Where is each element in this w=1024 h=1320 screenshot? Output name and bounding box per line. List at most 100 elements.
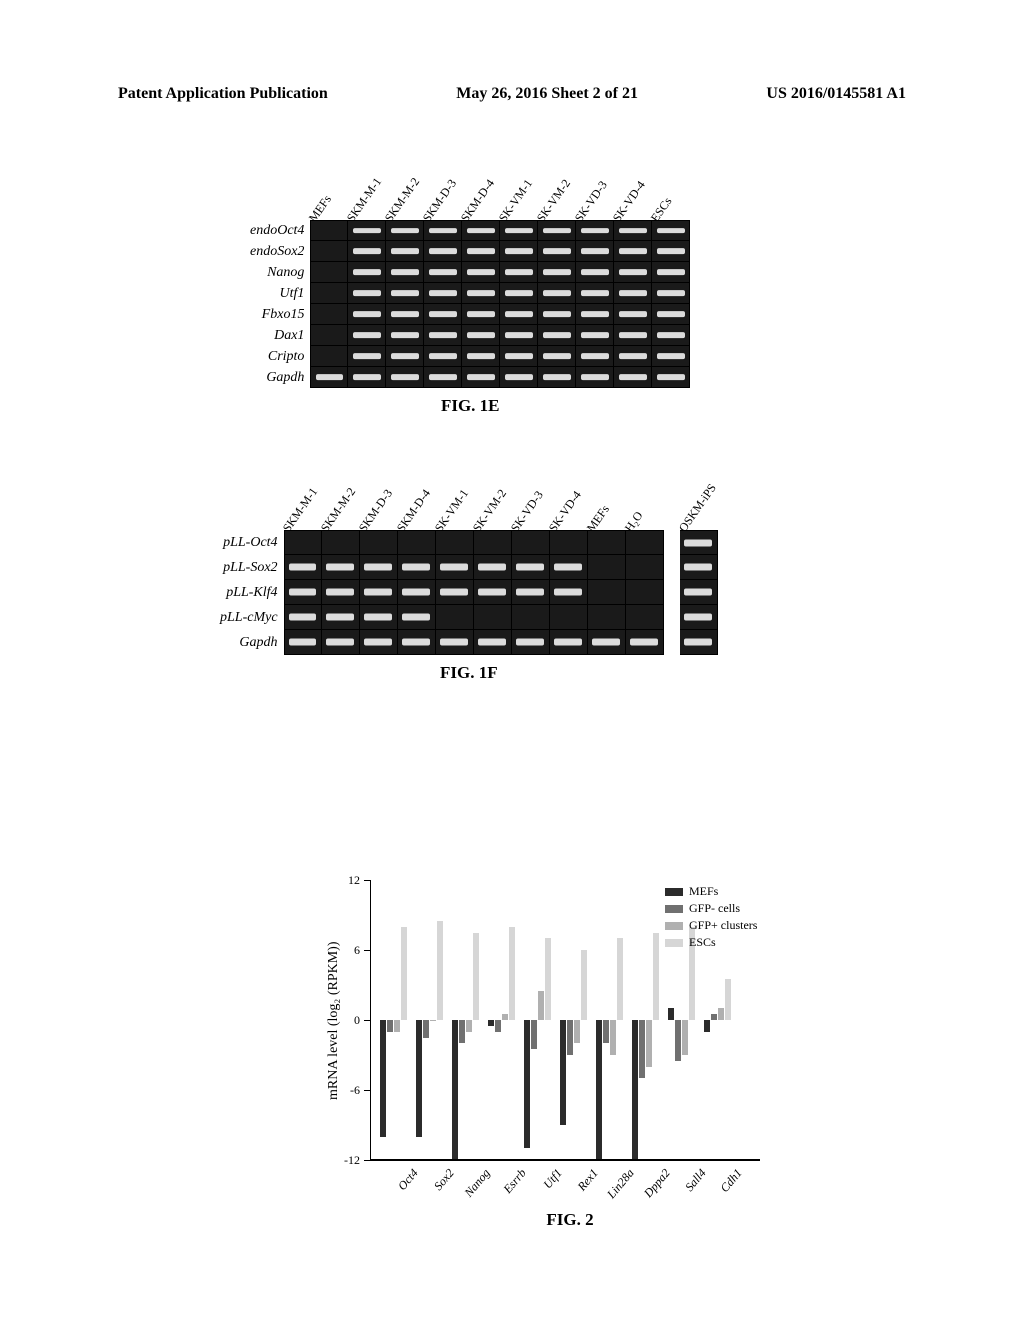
gel-lane <box>310 304 348 325</box>
gel-lane <box>588 605 626 630</box>
fig1f-gel-grid: SKM-M-1SKM-M-2SKM-D-3SKM-D-4SK-VM-1SK-VM… <box>284 530 718 655</box>
gel-lane <box>500 262 538 283</box>
gel-lane <box>680 580 718 605</box>
gel-row <box>284 630 718 655</box>
gel-lane <box>626 605 664 630</box>
gel-band <box>402 639 430 646</box>
gel-lane <box>588 555 626 580</box>
gel-lane <box>424 325 462 346</box>
header-center: May 26, 2016 Sheet 2 of 21 <box>456 85 638 103</box>
gel-lane <box>310 367 348 388</box>
gel-lane <box>284 580 322 605</box>
gel-lane <box>500 367 538 388</box>
gel-lane <box>386 262 424 283</box>
gel-band <box>440 564 468 571</box>
gel-lane <box>322 555 360 580</box>
gel-band <box>353 248 381 254</box>
gel-band <box>581 374 609 380</box>
chart-legend: MEFsGFP- cellsGFP+ clustersESCs <box>665 884 757 952</box>
gel-lane <box>310 283 348 304</box>
gel-lane <box>500 283 538 304</box>
gel-lane <box>652 220 690 241</box>
legend-label: GFP- cells <box>689 901 740 916</box>
gel-band <box>289 589 316 596</box>
gel-row <box>284 555 718 580</box>
gel-band <box>429 290 457 296</box>
x-tick-label: Dppa2 <box>630 1166 674 1214</box>
gel-band <box>364 639 392 646</box>
gel-lane <box>588 630 626 655</box>
gel-band <box>505 290 533 296</box>
gel-band <box>467 269 495 275</box>
figure-1f: pLL-Oct4pLL-Sox2pLL-Klf4pLL-cMycGapdh SK… <box>220 530 718 683</box>
gel-row-label: Gapdh <box>250 367 304 388</box>
y-axis-label: mRNA level (log₂ (RPKM)) <box>326 942 342 1100</box>
gel-band <box>467 228 495 234</box>
gel-lane <box>680 555 718 580</box>
gel-row-label: pLL-cMyc <box>220 605 278 630</box>
gel-lane <box>652 241 690 262</box>
gel-lane <box>576 304 614 325</box>
gel-lane <box>386 283 424 304</box>
gel-band <box>684 564 712 571</box>
gel-band <box>391 353 419 359</box>
gel-lane <box>462 241 500 262</box>
gel-lane <box>538 220 576 241</box>
gel-lane <box>538 367 576 388</box>
gel-lane <box>348 262 386 283</box>
legend-label: ESCs <box>689 935 716 950</box>
figure-2: -12-60612mRNA level (log₂ (RPKM))Oct4Sox… <box>310 880 770 1230</box>
chart-bar <box>473 933 479 1021</box>
gel-lane <box>614 241 652 262</box>
gel-band <box>581 332 609 338</box>
gel-lane <box>538 241 576 262</box>
gel-lane <box>386 367 424 388</box>
chart-bar <box>466 1020 472 1032</box>
y-tick-mark <box>364 1020 370 1021</box>
gel-row-label: Nanog <box>250 262 304 283</box>
gel-band <box>391 248 419 254</box>
fig1e-caption: FIG. 1E <box>441 396 500 416</box>
gel-lane <box>512 555 550 580</box>
chart-bar <box>401 927 407 1020</box>
gel-lane <box>310 346 348 367</box>
gel-band <box>581 290 609 296</box>
gel-band <box>581 228 609 234</box>
fig1f-caption: FIG. 1F <box>440 663 498 683</box>
chart-bar <box>437 921 443 1020</box>
gel-lane <box>680 530 718 555</box>
gel-lane <box>652 325 690 346</box>
fig1f-row-labels: pLL-Oct4pLL-Sox2pLL-Klf4pLL-cMycGapdh <box>220 530 278 655</box>
gel-band <box>391 269 419 275</box>
gel-lane <box>436 630 474 655</box>
gel-row <box>310 346 690 367</box>
legend-item: ESCs <box>665 935 757 950</box>
gel-band <box>402 564 430 571</box>
gel-band <box>657 332 685 338</box>
gel-band <box>429 269 457 275</box>
gel-band <box>657 374 685 380</box>
gel-lane <box>550 530 588 555</box>
chart-bar <box>617 938 623 1020</box>
gel-lane <box>550 605 588 630</box>
gel-band <box>467 353 495 359</box>
gel-lane <box>360 530 398 555</box>
gel-row-label: Gapdh <box>220 630 278 655</box>
gel-lane <box>512 605 550 630</box>
gel-lane <box>436 530 474 555</box>
gel-band <box>657 353 685 359</box>
gel-band <box>554 639 582 646</box>
gel-band <box>543 353 571 359</box>
x-axis-line <box>370 1159 760 1161</box>
chart-bar <box>423 1020 429 1038</box>
gel-lane <box>424 283 462 304</box>
x-tick-label: Nanog <box>450 1166 494 1214</box>
gel-band <box>467 248 495 254</box>
gel-lane <box>462 283 500 304</box>
gel-lane <box>424 262 462 283</box>
gel-row-label: endoOct4 <box>250 220 304 241</box>
gel-band <box>429 248 457 254</box>
gel-band <box>505 248 533 254</box>
gel-band <box>364 589 392 596</box>
gel-band <box>581 248 609 254</box>
